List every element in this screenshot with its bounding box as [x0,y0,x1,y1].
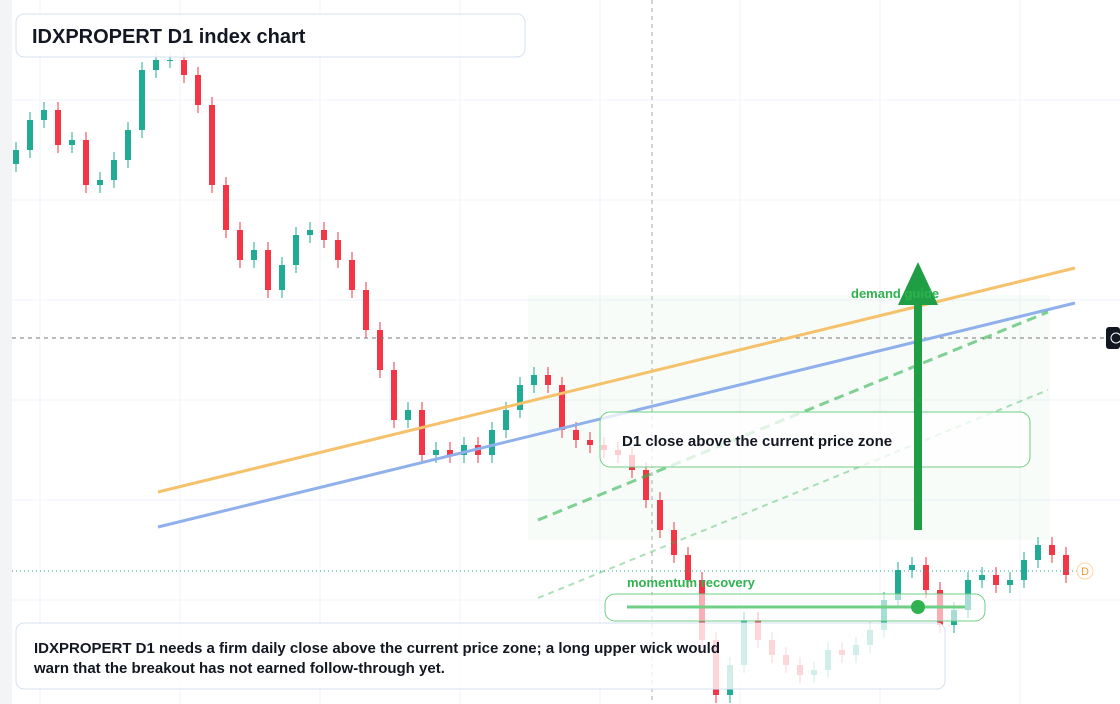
momentum-dot [911,600,925,614]
crosshair-icon[interactable] [1110,332,1120,344]
candle-body [41,110,47,120]
candle-body [671,530,677,555]
candle-body [195,75,201,105]
candle-body [321,230,327,240]
candle-body [83,140,89,185]
annotation-text: D1 close above the current price zone [622,433,892,450]
candle-body [209,105,215,185]
candle-body [489,430,495,455]
candle-body [517,385,523,410]
note-text: IDXPROPERT D1 needs a firm daily close a… [33,640,720,677]
candle-body [251,250,257,260]
candle-body [545,375,551,385]
candle-body [265,250,271,290]
candle-body [1007,580,1013,585]
candle-body [993,575,999,585]
candle-body [97,180,103,185]
candle-body [433,450,439,455]
candle-body [909,565,915,570]
candle-body [139,70,145,130]
candle-body [55,110,61,145]
price-tag [1076,562,1094,580]
candle-body [167,60,173,61]
candle-body [111,160,117,180]
candle-body [181,60,187,75]
candle-body [13,150,19,164]
annotation-box [599,411,1031,468]
candle-body [657,500,663,530]
candle-body [307,230,313,235]
note-box [15,622,946,690]
left-edge [0,0,12,704]
candle-body [447,450,453,455]
candle-body [125,130,131,160]
candle-body [923,565,929,590]
trend-line-orange [157,266,1076,494]
momentum-label: momentum recovery [627,575,756,590]
candle-body [363,290,369,330]
candle-body [27,120,33,150]
candle-body [237,230,243,260]
candle-body [349,260,355,290]
candle-body [895,570,901,600]
candle-body [503,410,509,430]
candle-body [293,235,299,265]
candle-body [587,440,593,445]
title-box [15,13,526,58]
candle-body [223,185,229,230]
candle-body [979,575,985,580]
note-line: warn that the breakout has not earned fo… [33,660,445,677]
demand-label: demand guide [851,286,939,301]
candle-body [69,140,75,145]
candle-body [377,330,383,370]
crosshair-button[interactable] [1106,327,1120,349]
candle-body [153,60,159,70]
trend-line-green-lower [537,389,1049,599]
candle-body [405,410,411,420]
candle-body [461,445,467,455]
candle-body [391,370,397,420]
price-tag-text: D [1081,566,1089,578]
arrow-head [898,262,938,305]
candle-body [335,240,341,260]
candle-body [643,470,649,500]
candle-body [419,410,425,455]
chart-title: IDXPROPERT D1 index chart [32,26,306,48]
candle-body [1063,555,1069,575]
candle-body [531,375,537,385]
candle-body [559,385,565,430]
candle-body [685,555,691,580]
candle-body [1049,545,1055,555]
note-line: IDXPROPERT D1 needs a firm daily close a… [34,640,720,657]
candle-body [1035,545,1041,560]
candle-body [279,265,285,290]
candle-body [1021,560,1027,580]
candle-body [573,430,579,440]
